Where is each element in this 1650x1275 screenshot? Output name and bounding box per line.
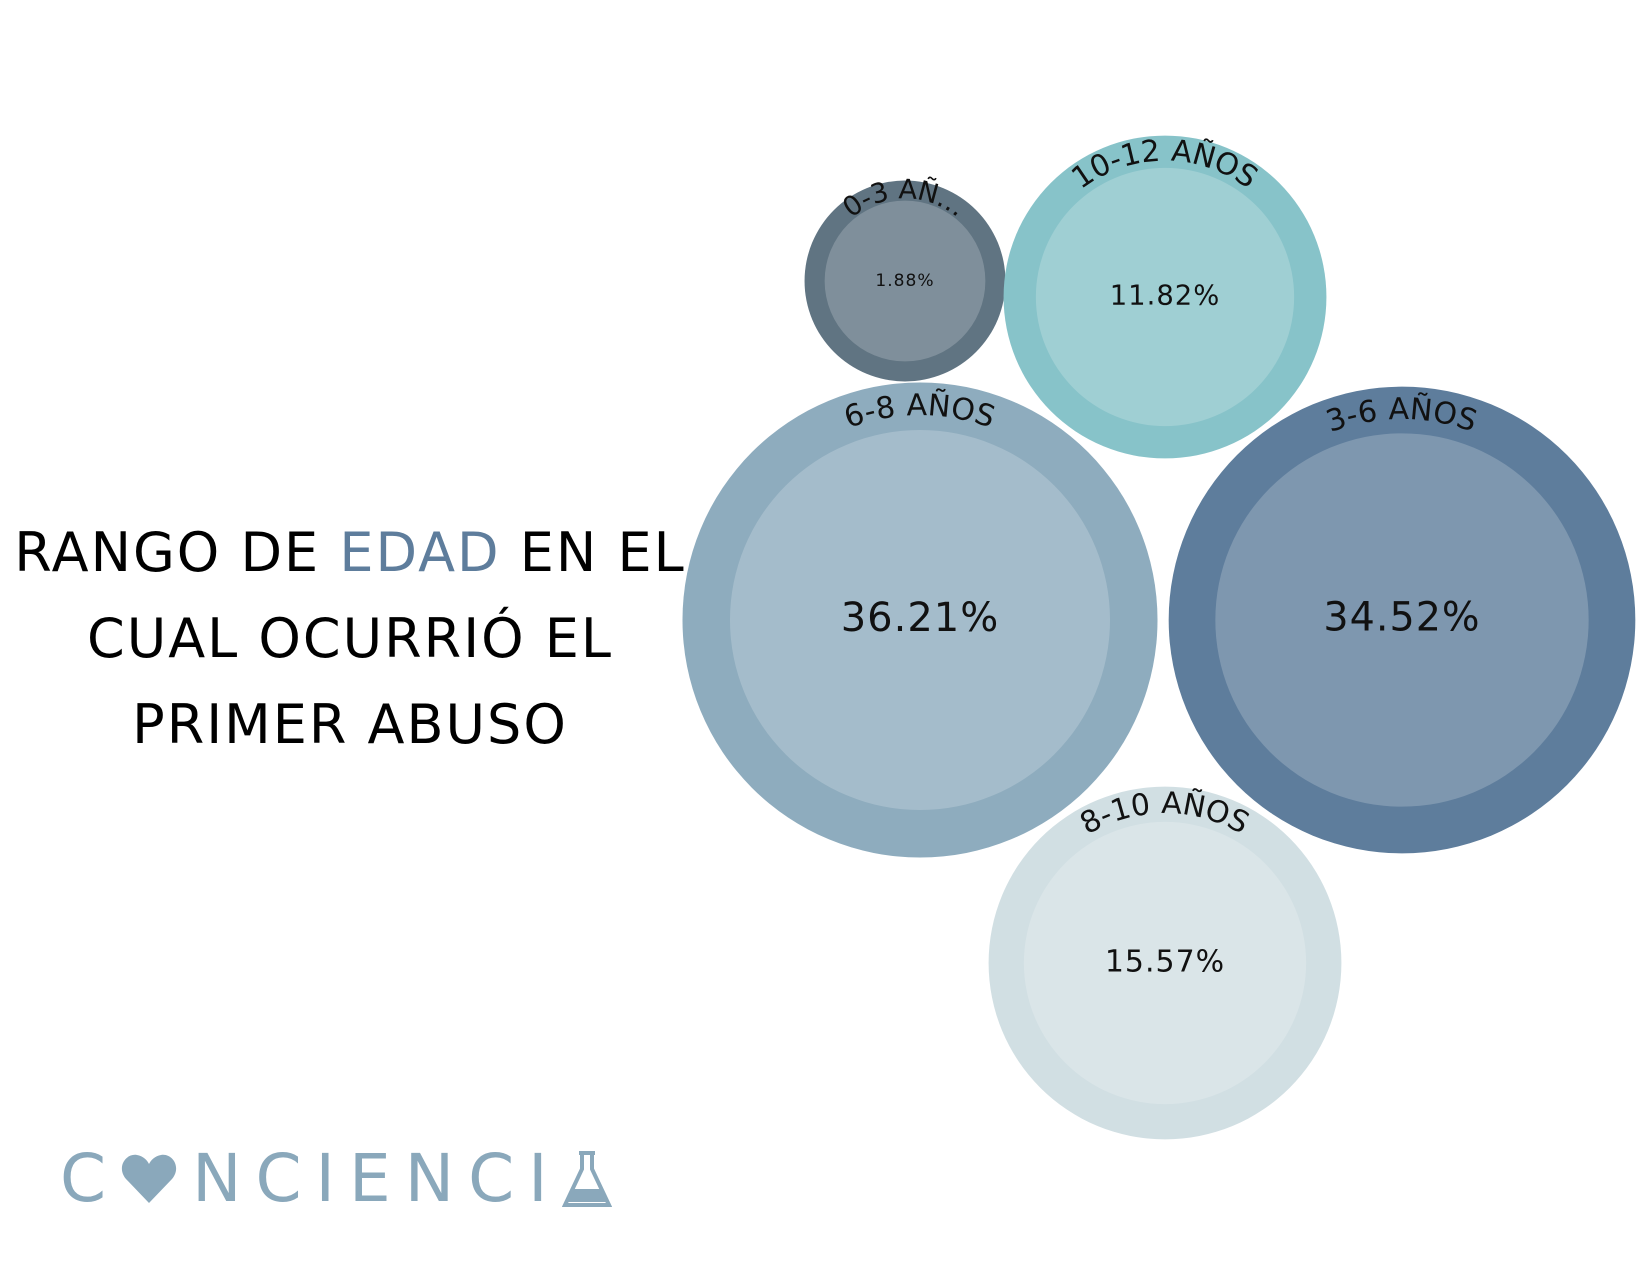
bubble — [1003, 135, 1327, 459]
bubble-inner — [1035, 167, 1295, 427]
bubble-inner — [1215, 433, 1589, 807]
value-label: 34.52% — [1323, 595, 1480, 641]
logo-text: NCIENCI — [192, 1140, 562, 1217]
value-label: 36.21% — [841, 595, 1000, 641]
bubble-inner — [824, 200, 986, 362]
title-text: CUAL OCURRIÓ EL — [87, 607, 613, 670]
bubble — [804, 180, 1006, 382]
chart-title: RANGO DE EDAD EN EL CUAL OCURRIÓ EL PRIMER… — [0, 510, 700, 768]
logo-text: C — [60, 1140, 121, 1217]
logo: C NCIENCI — [60, 1140, 612, 1217]
bubble — [682, 382, 1158, 858]
title-text: EDAD — [339, 521, 501, 584]
logo-flask — [561, 1150, 612, 1207]
bubble-inner — [729, 429, 1111, 811]
logo-heart — [121, 1154, 177, 1203]
title-text: RANGO DE — [14, 521, 340, 584]
value-label: 11.82% — [1110, 281, 1221, 312]
title-text: EN EL — [500, 521, 686, 584]
title-line: CUAL OCURRIÓ EL — [0, 596, 700, 682]
title-line: PRIMER ABUSO — [0, 682, 700, 768]
value-label: 15.57% — [1105, 945, 1225, 980]
title-line: RANGO DE EDAD EN EL — [0, 510, 700, 596]
bubble — [988, 786, 1342, 1140]
title-text: PRIMER ABUSO — [132, 693, 568, 756]
value-label: 1.88% — [875, 271, 934, 291]
bubble-inner — [1023, 821, 1307, 1105]
bubble — [1168, 386, 1636, 854]
